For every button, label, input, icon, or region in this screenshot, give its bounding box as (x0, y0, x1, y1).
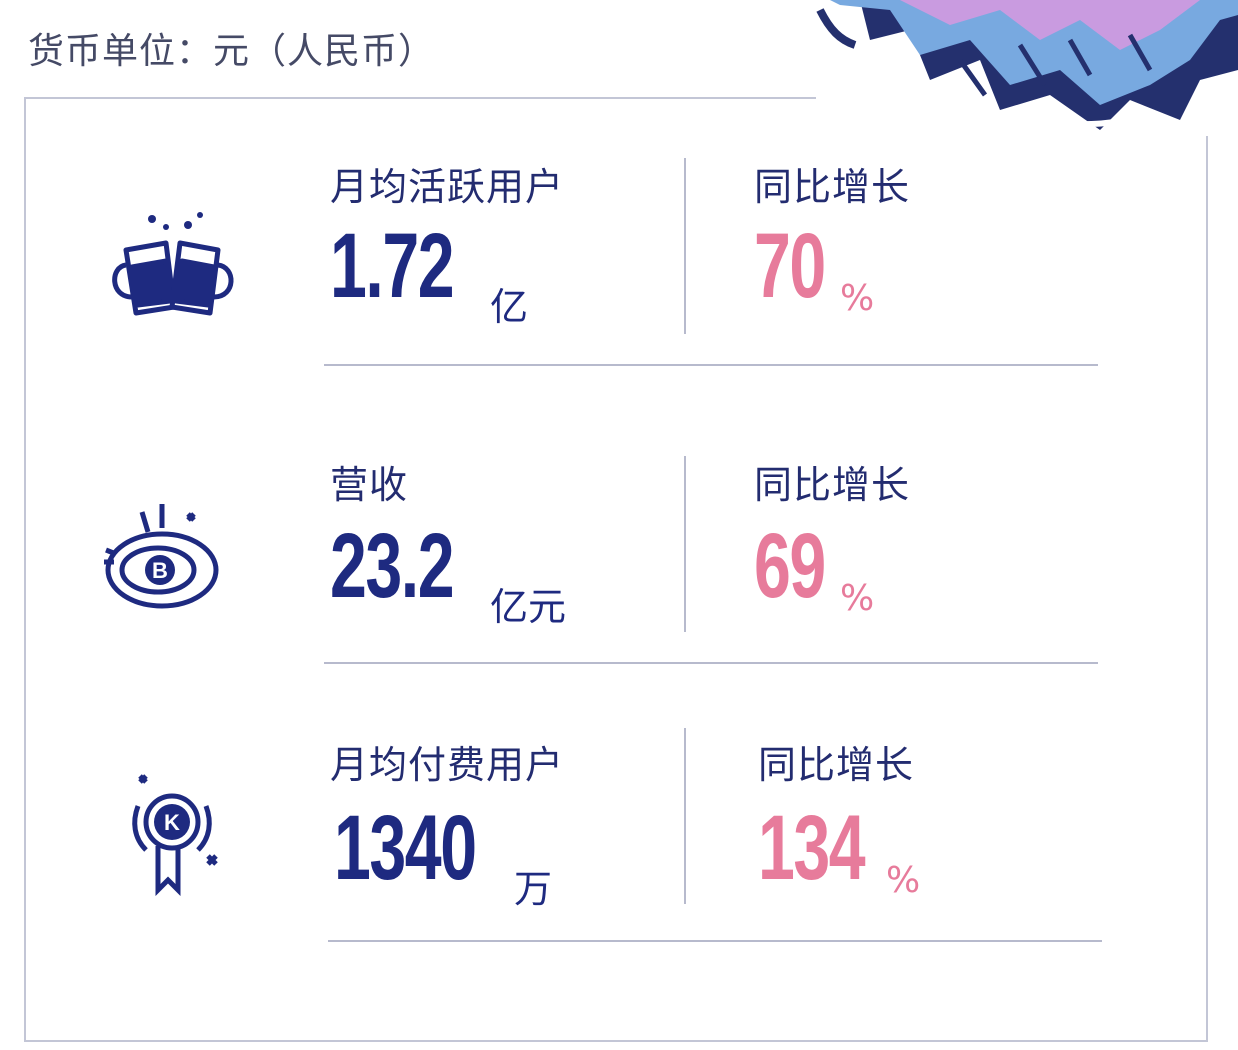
row-divider-horizontal (328, 940, 1102, 942)
metric-unit-revenue: 亿元 (490, 576, 566, 631)
growth-value-paying-users: 134 (758, 802, 864, 894)
growth-unit-paying-users: % (886, 860, 920, 901)
decorative-illustration-icon (800, 0, 1238, 140)
growth-unit-revenue: % (840, 578, 874, 619)
frame-left-border (24, 97, 26, 1041)
growth-label-mau: 同比增长 (754, 156, 910, 211)
metric-unit-paying-users: 万 (514, 858, 552, 913)
row-divider-vertical (684, 456, 686, 632)
metric-value-paying-users: 1340 (334, 802, 476, 894)
row-divider-horizontal (324, 662, 1098, 664)
svg-text:B: B (152, 558, 168, 583)
frame-top-border (24, 97, 816, 99)
svg-text:K: K (164, 810, 180, 835)
metric-value-revenue: 23.2 (330, 520, 453, 612)
metric-label-mau: 月均活跃用户 (330, 156, 564, 211)
growth-label-revenue: 同比增长 (754, 454, 910, 509)
frame-right-border (1206, 136, 1208, 1042)
coin-revenue-icon: B (100, 498, 226, 614)
beer-mugs-icon (104, 205, 242, 325)
growth-value-mau: 70 (754, 220, 825, 312)
medal-badge-icon: K (124, 766, 228, 896)
row-divider-vertical (684, 158, 686, 334)
growth-label-paying-users: 同比增长 (758, 734, 914, 789)
currency-note: 货币单位：元（人民币） (28, 22, 435, 74)
metric-unit-mau: 亿 (490, 276, 528, 331)
row-divider-horizontal (324, 364, 1098, 366)
growth-value-revenue: 69 (754, 520, 825, 612)
metric-value-mau: 1.72 (330, 220, 453, 312)
row-divider-vertical (684, 728, 686, 904)
metric-label-paying-users: 月均付费用户 (330, 734, 564, 789)
metric-label-revenue: 营收 (330, 454, 408, 509)
frame-bottom-border (24, 1040, 1208, 1042)
growth-unit-mau: % (840, 278, 874, 319)
